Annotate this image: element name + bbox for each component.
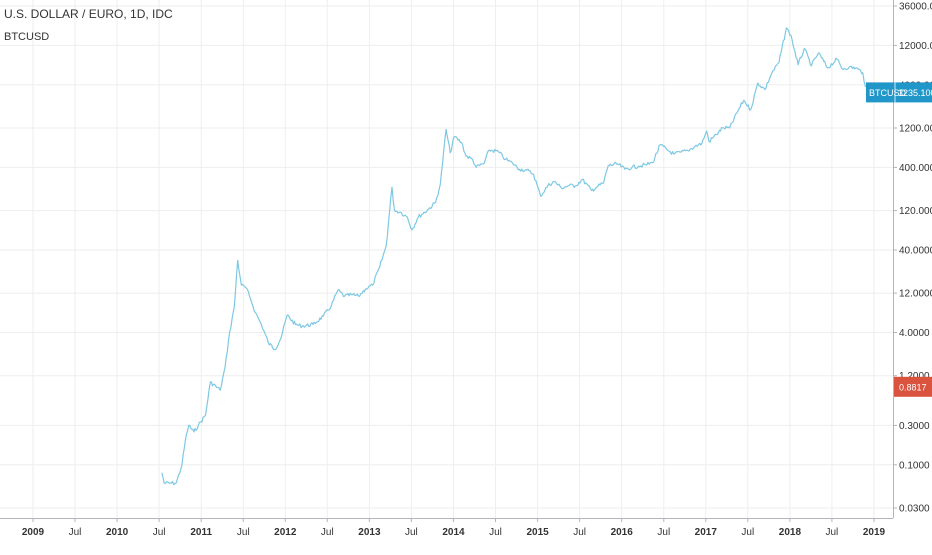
x-tick-label: 2013: [358, 527, 381, 538]
x-tick-label: Jul: [405, 527, 418, 538]
x-tick-label: 2014: [442, 527, 465, 538]
x-tick-label: Jul: [69, 527, 82, 538]
x-tick-label: 2009: [22, 527, 45, 538]
x-axis[interactable]: 2009 Jul 2010 Jul 2011 Jul 2012 Jul 2013 Jul 2014 J…: [22, 518, 886, 538]
y-tick-label: 12000.0000: [899, 41, 932, 52]
x-tick-label: Jul: [657, 527, 670, 538]
x-tick-label: Jul: [321, 527, 334, 538]
y-tick-label: 36000.0000: [899, 2, 932, 13]
y-tick-label: 1200.0000: [899, 124, 932, 135]
y-tick-label: 120.0000: [899, 206, 932, 217]
y-tick-label: 400.0000: [899, 163, 932, 174]
y-tick-label: 0.3000: [899, 421, 930, 432]
series-line-btcusd[interactable]: [161, 27, 871, 486]
x-tick-label: 2018: [779, 527, 802, 538]
x-tick-label: 2016: [611, 527, 634, 538]
series-layer: [161, 27, 871, 486]
secondary-price-badge-value: 0.8817: [899, 382, 927, 392]
last-price-badge-bg: [866, 82, 932, 103]
x-tick-label: Jul: [741, 527, 754, 538]
grid-lines: [0, 0, 893, 518]
y-tick-label: 4.0000: [899, 328, 930, 339]
x-tick-label: 2019: [863, 527, 886, 538]
secondary-price-badge-bg: [894, 376, 932, 397]
last-price-badge-symbol: BTCUSD: [869, 88, 907, 98]
y-tick-label: 0.1000: [899, 460, 930, 471]
x-tick-label: 2011: [190, 527, 212, 538]
x-tick-label: 2015: [526, 527, 549, 538]
y-tick-label: 0.0300: [899, 504, 930, 515]
last-price-badge-value: 3235.1000: [898, 88, 932, 98]
series-legend-label[interactable]: BTCUSD: [4, 31, 50, 43]
secondary-price-badge: 0.8817: [894, 376, 932, 397]
x-tick-label: Jul: [573, 527, 586, 538]
x-tick-label: 2010: [106, 527, 129, 538]
x-tick-label: 2012: [274, 527, 297, 538]
y-tick-label: 40.0000: [899, 246, 932, 257]
x-tick-label: Jul: [237, 527, 250, 538]
symbol-title[interactable]: U.S. DOLLAR / EURO, 1D, IDC: [4, 7, 173, 21]
x-tick-label: Jul: [489, 527, 502, 538]
y-tick-label: 12.0000: [899, 289, 932, 300]
x-tick-label: Jul: [826, 527, 839, 538]
y-tick-label: 1.2000: [899, 371, 930, 382]
x-tick-label: 2017: [695, 527, 718, 538]
x-tick-label: Jul: [153, 527, 166, 538]
chart-legend: U.S. DOLLAR / EURO, 1D, IDC BTCUSD: [4, 6, 173, 44]
